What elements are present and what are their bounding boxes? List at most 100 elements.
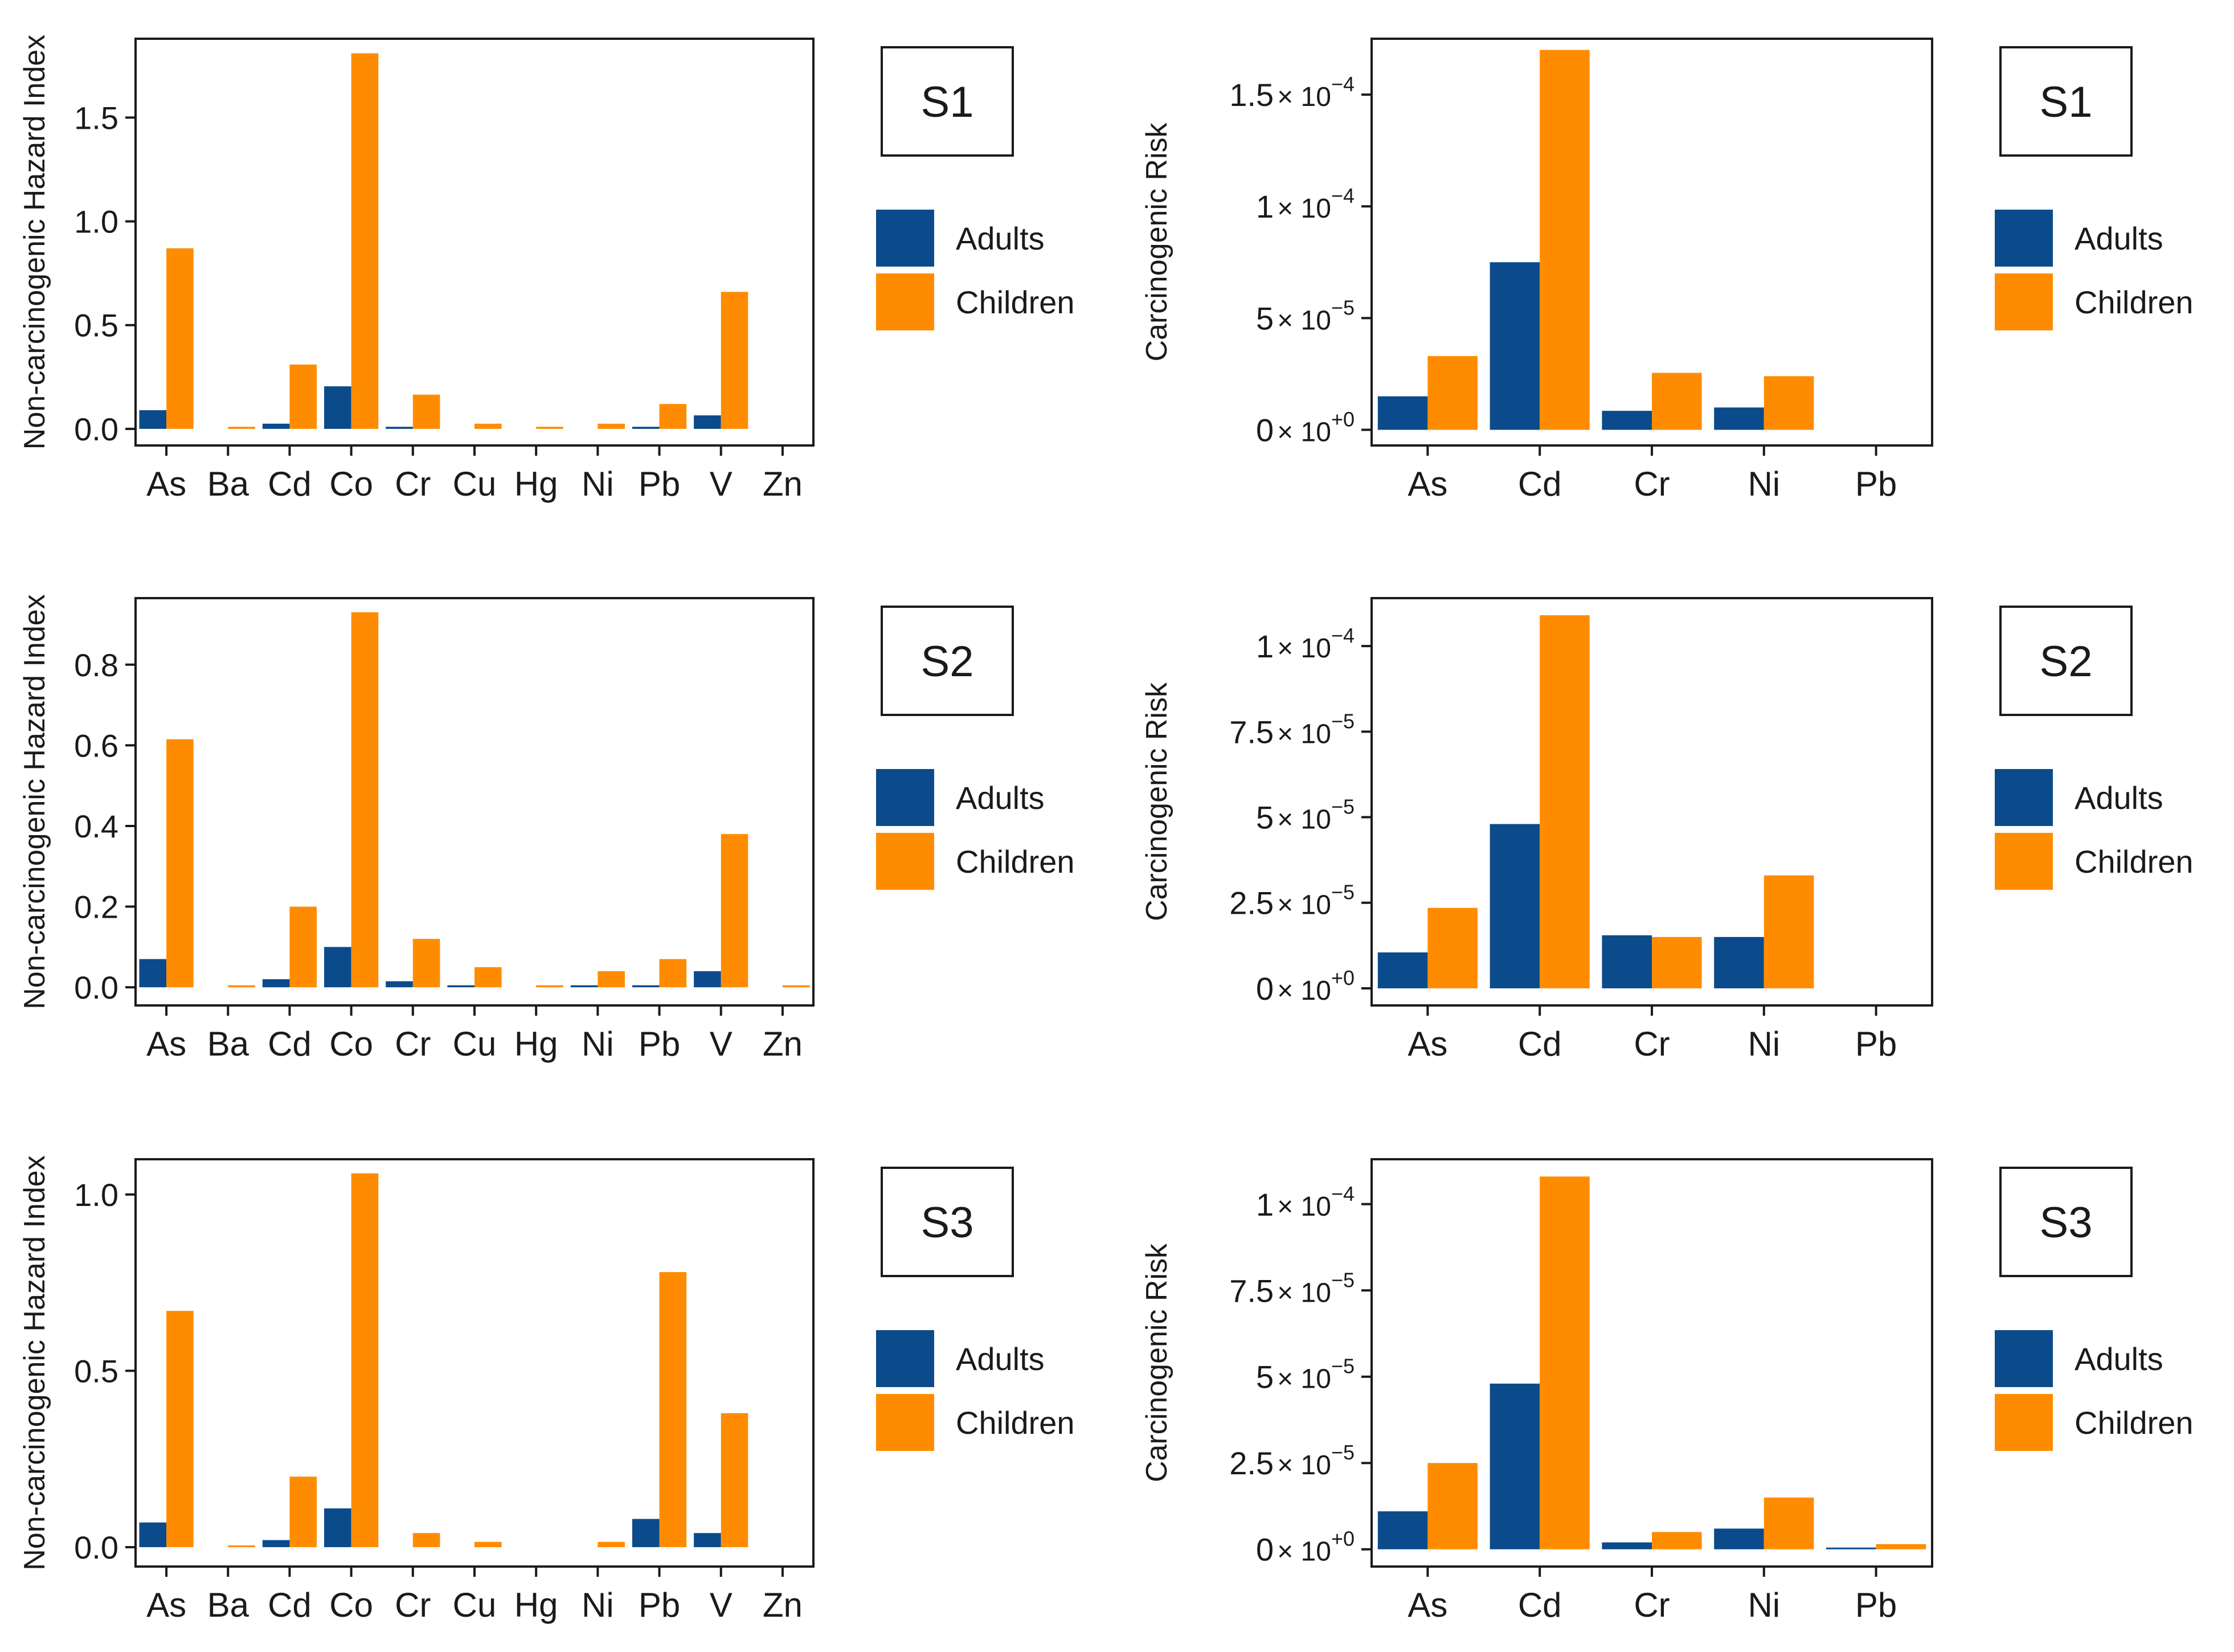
x-tick-label: Cr (1634, 1586, 1670, 1624)
y-tick-label: 5 × 10−5 (1256, 795, 1355, 836)
legend-swatch-children (1995, 833, 2053, 890)
y-tick-label: 0.0 (74, 1530, 118, 1565)
bar-children-hg (536, 427, 563, 429)
legend-swatch-adults (1995, 1330, 2053, 1387)
y-tick-mantissa: 0 (1256, 412, 1274, 448)
legend-swatch-adults (876, 769, 934, 826)
y-tick-label: 1 × 10−4 (1256, 624, 1355, 664)
y-tick-label: 0.6 (74, 727, 118, 763)
y-tick-mantissa: 5 (1256, 800, 1274, 836)
bar-children-pb (659, 959, 687, 988)
bar-children-cd (289, 1477, 317, 1547)
legend-label-children: Children (2075, 284, 2194, 320)
x-tick-label: Pb (1855, 1025, 1897, 1063)
legend-label-adults: Adults (2075, 780, 2163, 816)
bar-children-as (166, 248, 194, 429)
legend-label-adults: Adults (956, 220, 1045, 256)
bar-children-cr (1652, 937, 1702, 988)
y-tick-times: × 10 (1277, 418, 1331, 448)
x-tick-label: Cr (395, 465, 431, 503)
bar-children-ni (1764, 1497, 1814, 1549)
y-tick-exponent: −4 (1331, 1182, 1355, 1205)
panel-risk-s3: 0 × 10+02.5 × 10−55 × 10−57.5 × 10−51 × 10−4C… (1140, 1158, 2194, 1624)
y-tick-mantissa: 1 (1256, 189, 1274, 224)
x-tick-label: Cd (268, 1025, 312, 1063)
y-tick-label: 0.0 (74, 970, 118, 1005)
y-tick-exponent: −4 (1331, 72, 1355, 96)
y-tick-exponent: −5 (1331, 296, 1355, 319)
x-tick-label: Cd (1518, 465, 1562, 503)
x-tick-label: Ba (207, 1025, 249, 1063)
y-tick-mantissa: 5 (1256, 1359, 1274, 1395)
y-tick-exponent: −5 (1331, 1355, 1355, 1378)
y-tick-times: × 10 (1277, 1364, 1331, 1395)
bar-adults-cr (386, 427, 413, 429)
bar-children-ba (228, 985, 255, 988)
site-label: S3 (921, 1199, 974, 1247)
x-tick-label: Pb (1855, 1586, 1897, 1624)
y-tick-times: × 10 (1277, 1192, 1331, 1222)
y-tick-exponent: −5 (1331, 795, 1355, 819)
y-tick-label: 0.8 (74, 647, 118, 683)
x-tick-label: Cr (1634, 1025, 1670, 1063)
bar-adults-cr (1602, 935, 1652, 988)
y-tick-times: × 10 (1277, 719, 1331, 749)
bar-children-cu (474, 1541, 502, 1547)
panel-hazard-s2: 0.0 0.2 0.4 0.6 0.8 Non-carcinogenic Hazard I… (18, 594, 1075, 1063)
x-tick-label: V (710, 1025, 733, 1063)
bar-children-ni (1764, 376, 1814, 430)
site-label: S2 (2040, 637, 2093, 686)
legend-label-children: Children (2075, 844, 2194, 880)
y-tick-label: 0 × 10+0 (1256, 966, 1355, 1007)
x-tick-label: Cd (1518, 1586, 1562, 1624)
y-tick-label: 7.5 × 10−5 (1229, 709, 1355, 750)
y-tick-label: 1.5 × 10−4 (1229, 72, 1355, 113)
legend-swatch-adults (1995, 769, 2053, 826)
bar-children-zn (782, 985, 810, 988)
bar-children-as (1427, 1463, 1478, 1549)
bar-children-hg (536, 985, 563, 988)
legend-label-children: Children (956, 1405, 1075, 1441)
bar-adults-ni (570, 985, 598, 988)
x-tick-label: Ba (207, 1586, 249, 1624)
x-tick-label: Cd (268, 1586, 312, 1624)
x-tick-label: V (710, 465, 733, 503)
x-tick-label: Pb (639, 465, 680, 503)
y-tick-times: × 10 (1277, 890, 1331, 921)
x-tick-label: Cu (453, 465, 497, 503)
x-tick-label: As (1407, 465, 1447, 503)
legend-swatch-children (1995, 1394, 2053, 1451)
x-tick-label: As (146, 1025, 186, 1063)
site-label-box (881, 46, 1014, 157)
y-tick-exponent: −5 (1331, 1268, 1355, 1291)
bar-adults-cu (447, 985, 474, 988)
y-tick-times: × 10 (1277, 805, 1331, 835)
y-axis-title: Carcinogenic Risk (1140, 1243, 1173, 1482)
bar-children-cd (1540, 50, 1590, 430)
y-tick-label: 0.5 (74, 1353, 118, 1389)
y-tick-label: 5 × 10−5 (1256, 1355, 1355, 1395)
y-tick-mantissa: 1.5 (1229, 77, 1274, 113)
plot-frame (134, 38, 815, 447)
x-tick-label: Ni (1748, 1586, 1780, 1624)
bar-adults-as (139, 959, 167, 988)
legend-label-children: Children (956, 284, 1075, 320)
bar-adults-as (1377, 1511, 1428, 1549)
bar-adults-co (324, 1508, 351, 1547)
bar-adults-co (324, 947, 351, 988)
y-tick-mantissa: 0 (1256, 971, 1274, 1007)
bar-adults-cd (1490, 824, 1540, 988)
bar-children-co (351, 53, 379, 429)
bar-children-as (166, 739, 194, 988)
y-tick-exponent: −5 (1331, 1441, 1355, 1464)
bar-adults-pb (632, 427, 660, 429)
bar-children-ba (228, 427, 255, 429)
y-tick-mantissa: 2.5 (1229, 885, 1274, 921)
y-tick-times: × 10 (1277, 1278, 1331, 1308)
x-tick-label: Zn (763, 1586, 803, 1624)
bar-adults-v (694, 415, 721, 429)
bar-adults-v (694, 971, 721, 988)
y-tick-mantissa: 7.5 (1229, 1273, 1274, 1308)
bar-children-cr (1652, 373, 1702, 430)
